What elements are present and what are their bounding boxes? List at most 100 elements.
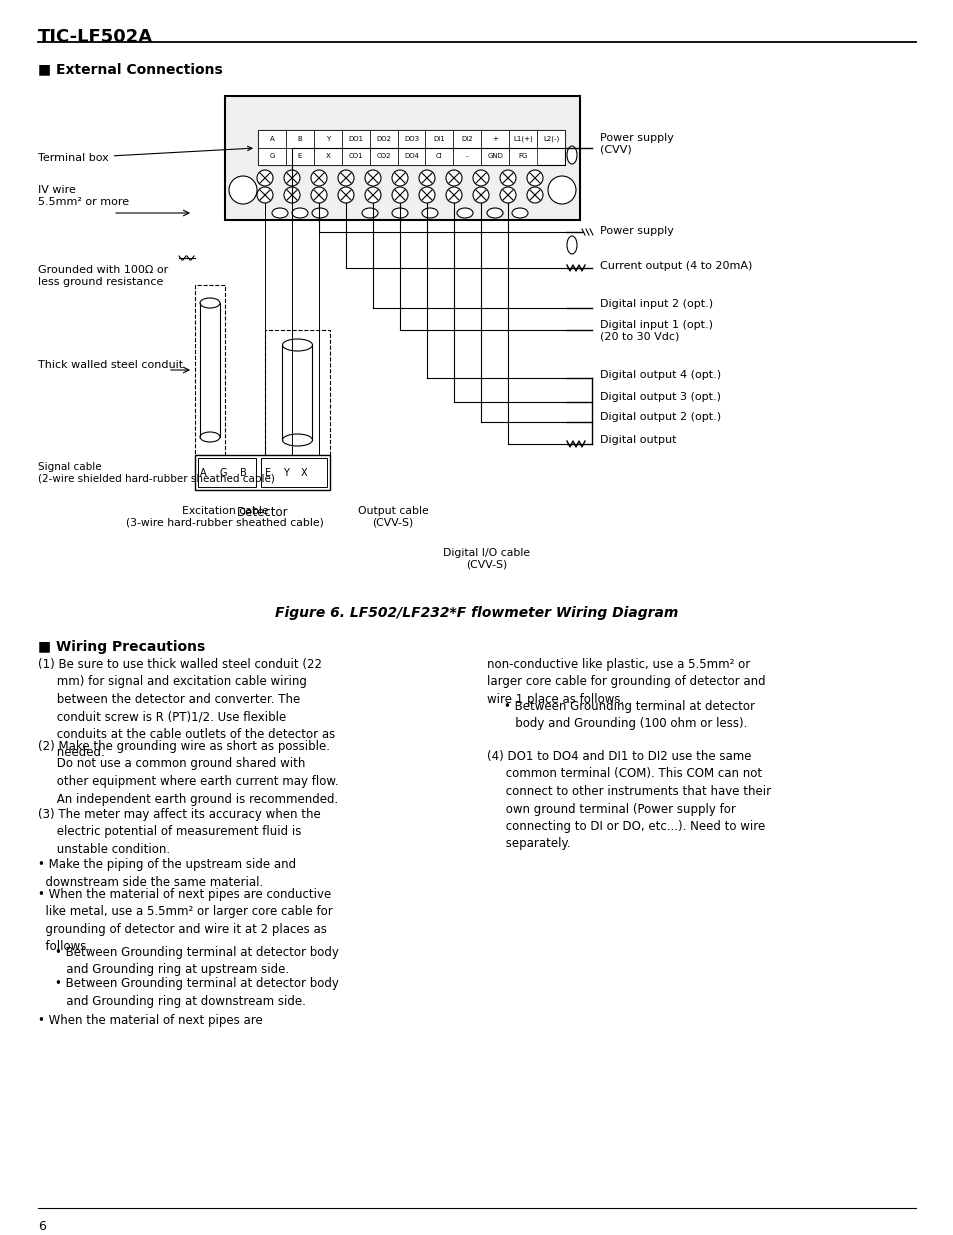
Text: (3) The meter may affect its accuracy when the
     electric potential of measur: (3) The meter may affect its accuracy wh… (38, 808, 320, 856)
Text: Grounded with 100Ω or
less ground resistance: Grounded with 100Ω or less ground resist… (38, 266, 168, 287)
Ellipse shape (566, 236, 577, 254)
Text: L2(-): L2(-) (542, 136, 558, 142)
Circle shape (446, 170, 461, 186)
Text: Thick walled steel conduit: Thick walled steel conduit (38, 359, 183, 370)
Circle shape (526, 170, 542, 186)
Ellipse shape (361, 207, 377, 219)
Circle shape (284, 170, 299, 186)
Ellipse shape (392, 207, 408, 219)
Ellipse shape (282, 338, 313, 351)
Bar (480, 130, 509, 147)
Text: CI: CI (436, 153, 442, 159)
Circle shape (446, 186, 461, 203)
Text: • When the material of next pipes are conductive
  like metal, use a 5.5mm² or l: • When the material of next pipes are co… (38, 888, 333, 953)
Text: CO1: CO1 (348, 153, 362, 159)
Text: Digital input 1 (opt.)
(20 to 30 Vdc): Digital input 1 (opt.) (20 to 30 Vdc) (599, 320, 712, 342)
Ellipse shape (421, 207, 437, 219)
Text: Y: Y (283, 468, 289, 478)
Circle shape (284, 186, 299, 203)
Text: (2) Make the grounding wire as short as possible.
     Do not use a common groun: (2) Make the grounding wire as short as … (38, 740, 338, 805)
Bar (194, 454, 330, 490)
Bar (397, 130, 425, 147)
Text: • Between Grounding terminal at detector
   body and Grounding (100 ohm or less): • Between Grounding terminal at detector… (503, 700, 754, 730)
Circle shape (418, 170, 435, 186)
Circle shape (256, 186, 273, 203)
Ellipse shape (312, 207, 328, 219)
Text: Signal cable
(2-wire shielded hard-rubber sheathed cable): Signal cable (2-wire shielded hard-rubbe… (38, 462, 274, 484)
Bar (225, 96, 579, 220)
Text: GND: GND (487, 153, 502, 159)
Circle shape (392, 170, 408, 186)
Text: B: B (239, 468, 246, 478)
Text: Digital output 2 (opt.): Digital output 2 (opt.) (599, 412, 720, 422)
Circle shape (365, 186, 380, 203)
Text: • Between Grounding terminal at detector body
   and Grounding ring at downstrea: • Between Grounding terminal at detector… (55, 977, 338, 1008)
Bar (425, 130, 453, 147)
Bar (257, 130, 286, 147)
Bar (286, 147, 314, 165)
Circle shape (337, 170, 354, 186)
Text: Y: Y (325, 136, 330, 142)
Text: DI1: DI1 (433, 136, 445, 142)
Bar (369, 130, 397, 147)
Text: X: X (325, 153, 330, 159)
Text: Terminal box: Terminal box (38, 146, 252, 163)
Bar (261, 458, 327, 487)
Text: DI2: DI2 (461, 136, 473, 142)
Text: ■ External Connections: ■ External Connections (38, 62, 222, 77)
Bar (198, 458, 256, 487)
Bar (509, 147, 537, 165)
Bar (425, 147, 453, 165)
Text: Digital input 2 (opt.): Digital input 2 (opt.) (599, 299, 713, 309)
Bar (480, 147, 509, 165)
Text: Output cable
(CVV-S): Output cable (CVV-S) (357, 506, 428, 527)
Circle shape (311, 170, 327, 186)
Ellipse shape (200, 432, 220, 442)
Circle shape (337, 186, 354, 203)
Circle shape (418, 186, 435, 203)
Circle shape (547, 177, 576, 204)
Bar (509, 130, 537, 147)
Bar (537, 130, 564, 147)
Text: E: E (265, 468, 272, 478)
Text: DO4: DO4 (403, 153, 418, 159)
Text: X: X (301, 468, 308, 478)
Text: IV wire
5.5mm² or more: IV wire 5.5mm² or more (38, 185, 129, 206)
Bar (453, 147, 480, 165)
Circle shape (473, 186, 489, 203)
Ellipse shape (200, 298, 220, 308)
Circle shape (311, 186, 327, 203)
Text: -: - (466, 153, 468, 159)
Text: DO2: DO2 (375, 136, 391, 142)
Text: E: E (297, 153, 302, 159)
Bar (397, 147, 425, 165)
Text: Detector: Detector (236, 506, 288, 519)
Text: • Make the piping of the upstream side and
  downstream side the same material.: • Make the piping of the upstream side a… (38, 858, 295, 888)
Text: B: B (297, 136, 302, 142)
Ellipse shape (486, 207, 502, 219)
Bar (314, 147, 341, 165)
Text: FG: FG (517, 153, 527, 159)
Circle shape (392, 186, 408, 203)
Ellipse shape (566, 146, 577, 164)
Ellipse shape (282, 433, 313, 446)
Bar (453, 130, 480, 147)
Circle shape (499, 186, 516, 203)
Ellipse shape (272, 207, 288, 219)
Text: Digital output 4 (opt.): Digital output 4 (opt.) (599, 370, 720, 380)
Text: G: G (269, 153, 274, 159)
Circle shape (526, 186, 542, 203)
Text: TIC-LF502A: TIC-LF502A (38, 28, 153, 46)
Text: DO1: DO1 (348, 136, 363, 142)
Text: 6: 6 (38, 1220, 46, 1233)
Circle shape (365, 170, 380, 186)
Text: Current output (4 to 20mA): Current output (4 to 20mA) (599, 261, 752, 270)
Text: Digital I/O cable
(CVV-S): Digital I/O cable (CVV-S) (443, 548, 530, 569)
Ellipse shape (292, 207, 308, 219)
Text: Power supply: Power supply (599, 226, 673, 236)
Ellipse shape (512, 207, 527, 219)
Text: CO2: CO2 (375, 153, 391, 159)
Bar (194, 285, 225, 454)
Text: • Between Grounding terminal at detector body
   and Grounding ring at upstream : • Between Grounding terminal at detector… (55, 946, 338, 977)
Text: G: G (219, 468, 227, 478)
